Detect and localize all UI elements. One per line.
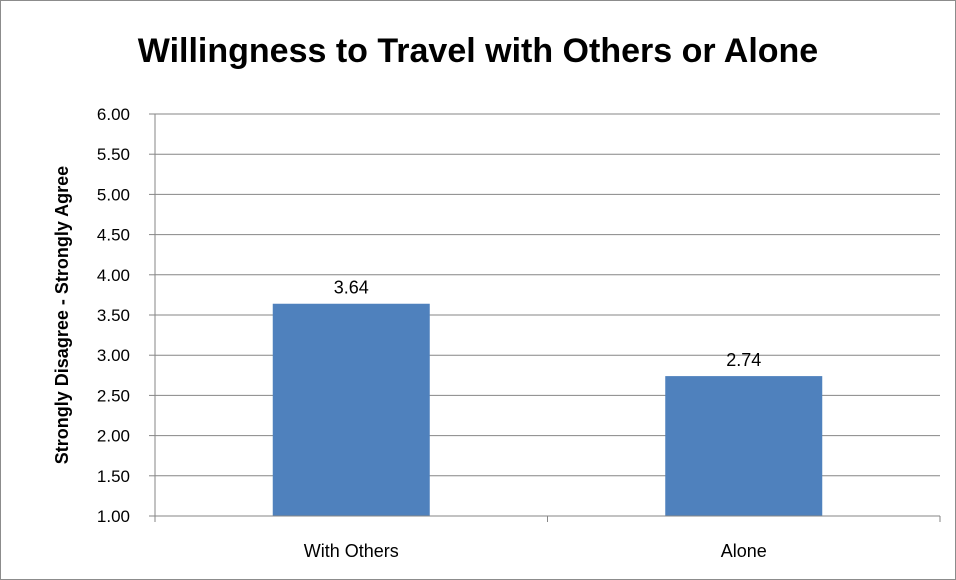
y-axis-title: Strongly Disagree - Strongly Agree (52, 166, 72, 464)
bars (272, 303, 823, 516)
y-tick-label: 2.00 (97, 427, 130, 446)
x-tick-label: With Others (304, 541, 399, 561)
labels: 1.00 1.50 2.00 2.50 3.00 3.50 4.00 4.50 5.00 5.50… (97, 105, 767, 561)
bar (272, 303, 430, 516)
y-tick-label: 6.00 (97, 105, 130, 124)
chart-title: Willingness to Travel with Others or Alo… (137, 32, 819, 70)
data-label: 2.74 (726, 350, 761, 370)
x-tick-label: Alone (721, 541, 767, 561)
y-tick-label: 2.50 (97, 386, 130, 405)
y-tick-label: 4.50 (97, 226, 130, 245)
y-tick-label: 1.00 (97, 507, 130, 526)
y-tick-label: 3.00 (97, 346, 130, 365)
y-tick-label: 4.00 (97, 266, 130, 285)
y-tick-label: 5.00 (97, 185, 130, 204)
y-tick-label: 3.50 (97, 306, 130, 325)
data-label: 3.64 (334, 278, 369, 298)
y-tick-label: 1.50 (97, 467, 130, 486)
axes (149, 113, 941, 522)
bar (665, 376, 823, 516)
y-tick-label: 5.50 (97, 145, 130, 164)
